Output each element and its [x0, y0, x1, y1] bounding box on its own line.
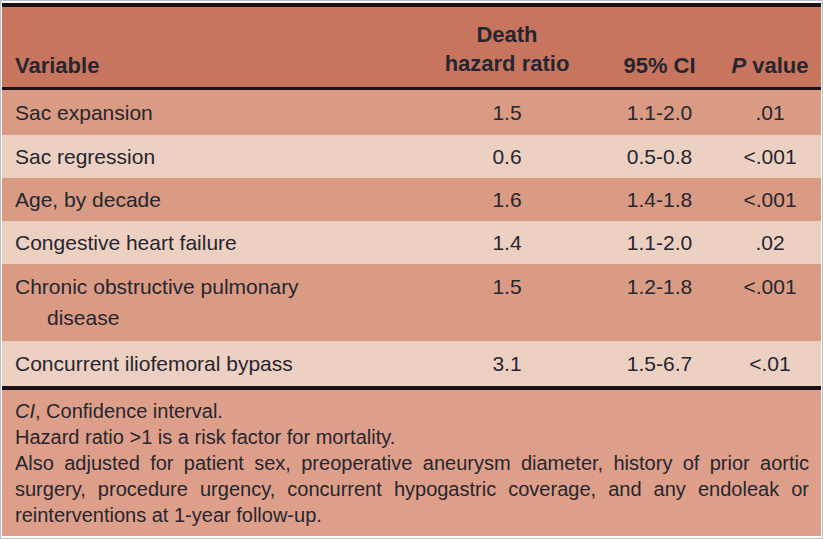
cell-variable: Concurrent iliofemoral bypass — [2, 352, 422, 376]
footnote-ci-text: , Confidence interval. — [35, 400, 223, 422]
footnote-ci-abbr: CI — [15, 400, 35, 422]
cell-p-value: <.01 — [727, 352, 821, 376]
cell-variable-line1: Chronic obstructive pulmonary — [15, 272, 422, 302]
cell-variable: Age, by decade — [2, 188, 422, 212]
header-p-italic: P — [731, 53, 746, 78]
cell-ci: 1.5-6.7 — [592, 352, 727, 376]
table-footnotes: CI, Confidence interval. Hazard ratio >1… — [2, 390, 821, 536]
header-p-rest: value — [746, 53, 808, 78]
cell-ci: 1.1-2.0 — [592, 101, 727, 125]
cell-ci: 1.1-2.0 — [592, 231, 727, 255]
cell-ci: 0.5-0.8 — [592, 145, 727, 169]
cell-variable: Sac regression — [2, 145, 422, 169]
table-row: Sac expansion 1.5 1.1-2.0 .01 — [2, 90, 821, 135]
cell-p-value: .02 — [727, 231, 821, 255]
cell-hazard-ratio: 1.4 — [422, 231, 592, 255]
header-95ci: 95% CI — [592, 53, 727, 79]
header-death-hazard-ratio: Death hazard ratio — [422, 20, 592, 79]
header-variable: Variable — [2, 53, 422, 79]
footnote-ci-abbreviation: CI, Confidence interval. — [15, 398, 809, 424]
header-p-value: P value — [727, 53, 821, 79]
cell-variable: Congestive heart failure — [2, 231, 422, 255]
table-row: Age, by decade 1.6 1.4-1.8 <.001 — [2, 178, 821, 221]
footnote-adjustments: Also adjusted for patient sex, preoperat… — [15, 450, 809, 528]
cell-variable-line2: disease — [15, 303, 422, 333]
header-death-line2: hazard ratio — [422, 49, 592, 79]
footnote-hazard-ratio: Hazard ratio >1 is a risk factor for mor… — [15, 424, 809, 450]
table-row: Sac regression 0.6 0.5-0.8 <.001 — [2, 135, 821, 178]
table-row: Congestive heart failure 1.4 1.1-2.0 .02 — [2, 221, 821, 264]
cell-hazard-ratio: 0.6 — [422, 145, 592, 169]
cell-hazard-ratio: 3.1 — [422, 352, 592, 376]
hazard-ratio-table: Variable Death hazard ratio 95% CI P val… — [0, 0, 823, 539]
header-death-line1: Death — [422, 20, 592, 50]
cell-ci: 1.4-1.8 — [592, 188, 727, 212]
cell-ci: 1.2-1.8 — [592, 264, 727, 299]
table-row: Chronic obstructive pulmonary disease 1.… — [2, 264, 821, 341]
cell-p-value: <.001 — [727, 264, 821, 299]
cell-p-value: <.001 — [727, 188, 821, 212]
table-row: Concurrent iliofemoral bypass 3.1 1.5-6.… — [2, 341, 821, 386]
cell-hazard-ratio: 1.6 — [422, 188, 592, 212]
cell-hazard-ratio: 1.5 — [422, 264, 592, 299]
table-header-row: Variable Death hazard ratio 95% CI P val… — [2, 7, 821, 87]
cell-variable: Chronic obstructive pulmonary disease — [2, 272, 422, 333]
cell-p-value: <.001 — [727, 145, 821, 169]
cell-p-value: .01 — [727, 101, 821, 125]
cell-hazard-ratio: 1.5 — [422, 101, 592, 125]
cell-variable: Sac expansion — [2, 101, 422, 125]
